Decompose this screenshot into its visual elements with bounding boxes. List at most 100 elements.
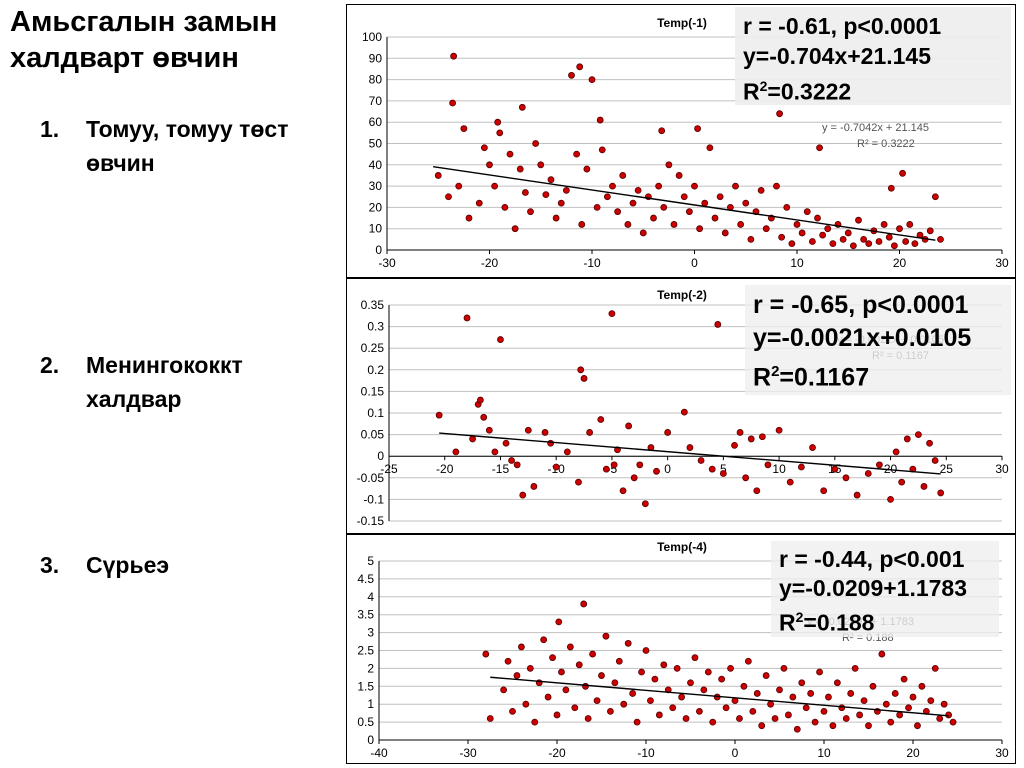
x-tick-label: 30	[995, 462, 1009, 476]
data-point	[905, 704, 912, 712]
data-point	[906, 221, 914, 228]
data-point	[575, 661, 583, 669]
data-point	[516, 165, 524, 173]
y-tick-label: 70	[369, 94, 383, 108]
x-tick-label: -40	[370, 746, 388, 760]
data-point	[762, 672, 770, 679]
data-point	[814, 214, 821, 222]
data-point	[678, 693, 686, 701]
r-squared-text: R2=0.1167	[753, 363, 870, 392]
data-point	[797, 463, 805, 471]
list-text: Томуу, томуу төст өвчин	[86, 116, 289, 176]
data-point	[596, 116, 604, 124]
data-point	[896, 711, 904, 719]
data-point	[842, 715, 850, 722]
data-point	[949, 718, 957, 726]
data-point	[727, 664, 734, 672]
y-tick-label: 0.2	[367, 363, 384, 377]
data-point	[742, 199, 750, 207]
y-tick-label: 90	[369, 51, 383, 65]
data-point	[900, 675, 908, 683]
data-point	[887, 495, 894, 503]
data-point	[892, 448, 900, 456]
x-tick-label: 5	[720, 462, 727, 476]
x-tick-label: 0	[691, 256, 698, 270]
data-point	[682, 715, 690, 722]
data-point	[502, 439, 510, 447]
data-point	[809, 444, 816, 451]
y-tick-label: 1.5	[357, 679, 374, 693]
x-tick-label: -10	[583, 256, 601, 270]
data-point	[896, 225, 903, 233]
data-point	[696, 225, 704, 233]
data-point	[936, 715, 944, 722]
data-point	[434, 172, 442, 179]
data-point	[731, 441, 738, 449]
data-point	[825, 693, 832, 701]
data-point	[909, 693, 917, 701]
regression-equation: y=-0.704x+21.145	[743, 43, 932, 69]
data-point	[465, 214, 473, 222]
data-point	[758, 433, 766, 441]
data-point	[568, 71, 575, 79]
data-point	[740, 682, 748, 690]
x-tick-label: -15	[492, 462, 510, 476]
x-tick-label: -20	[548, 746, 566, 760]
data-point	[521, 189, 529, 196]
trendline	[439, 432, 941, 475]
data-point	[694, 125, 701, 132]
chart-panel-temp1: 0 10 20 30 40 50 60 70 80 90 100 -30 -20 -10 0 10 20 30 Te…	[346, 4, 1016, 278]
y-tick-label: 0	[367, 733, 374, 747]
data-point	[887, 718, 895, 726]
data-point	[784, 711, 792, 719]
data-point	[842, 474, 850, 482]
x-tick-label: -30	[459, 746, 477, 760]
data-point	[524, 426, 532, 434]
data-point	[562, 686, 570, 694]
data-point	[526, 664, 534, 672]
x-tick-label: 30	[995, 256, 1009, 270]
data-point	[482, 650, 490, 658]
data-point	[513, 672, 521, 679]
data-point	[589, 650, 597, 658]
data-point	[937, 235, 944, 243]
data-point	[531, 718, 539, 726]
data-point	[527, 208, 534, 216]
data-point	[517, 643, 525, 651]
chart-panel-temp2: -0.15 -0.1 -0.05 0 0.05 0.1 0.15 0.2 0.25 0.3 0.35…	[346, 278, 1016, 534]
data-point	[732, 182, 739, 190]
data-point	[552, 463, 560, 471]
data-point	[860, 697, 868, 705]
correlation-text: r = -0.61, p<0.0001	[743, 13, 942, 39]
data-point	[716, 193, 724, 201]
data-point	[519, 491, 527, 499]
data-point	[602, 465, 610, 473]
data-point	[593, 203, 601, 211]
data-point	[793, 725, 801, 733]
data-point	[664, 429, 672, 436]
trendline	[433, 166, 936, 241]
data-point	[798, 679, 806, 687]
data-point	[808, 238, 816, 245]
list-text: Сүрьеэ	[86, 552, 170, 578]
list-number: 2.	[40, 352, 60, 378]
data-point	[722, 704, 730, 712]
data-point	[496, 129, 504, 137]
data-point	[903, 435, 911, 443]
data-point	[757, 186, 765, 194]
data-point	[598, 146, 606, 154]
data-point	[899, 169, 906, 177]
data-point	[778, 233, 786, 241]
y-tick-label: 0	[377, 449, 384, 463]
data-point	[865, 722, 872, 730]
correlation-text: r = -0.44, p<0.001	[779, 546, 965, 572]
data-point	[776, 110, 783, 118]
data-point	[926, 227, 934, 235]
data-point	[709, 718, 717, 726]
data-point	[660, 661, 668, 669]
data-point	[480, 144, 488, 152]
data-point	[566, 643, 574, 651]
data-point	[452, 448, 460, 456]
trendline-r-squared: R² = 0.3222	[857, 138, 915, 150]
data-point	[926, 439, 933, 447]
